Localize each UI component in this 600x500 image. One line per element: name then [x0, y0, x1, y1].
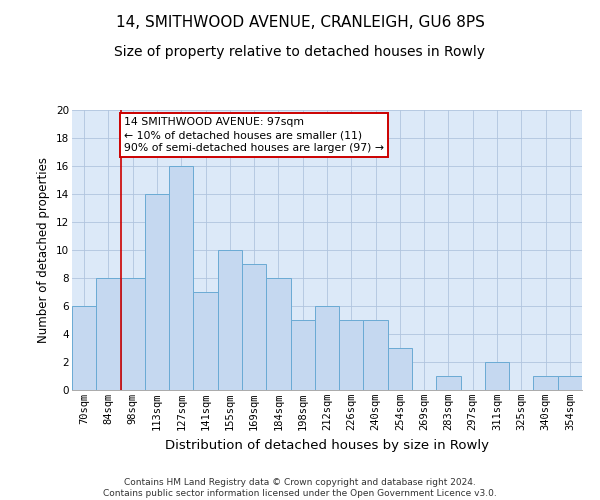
- Text: 14 SMITHWOOD AVENUE: 97sqm
← 10% of detached houses are smaller (11)
90% of semi: 14 SMITHWOOD AVENUE: 97sqm ← 10% of deta…: [124, 117, 384, 154]
- Y-axis label: Number of detached properties: Number of detached properties: [37, 157, 50, 343]
- X-axis label: Distribution of detached houses by size in Rowly: Distribution of detached houses by size …: [165, 438, 489, 452]
- Text: Size of property relative to detached houses in Rowly: Size of property relative to detached ho…: [115, 45, 485, 59]
- Text: 14, SMITHWOOD AVENUE, CRANLEIGH, GU6 8PS: 14, SMITHWOOD AVENUE, CRANLEIGH, GU6 8PS: [116, 15, 484, 30]
- Bar: [145, 194, 169, 390]
- Bar: [315, 306, 339, 390]
- Bar: [339, 320, 364, 390]
- Bar: [218, 250, 242, 390]
- Bar: [266, 278, 290, 390]
- Bar: [72, 306, 96, 390]
- Bar: [436, 376, 461, 390]
- Bar: [193, 292, 218, 390]
- Bar: [558, 376, 582, 390]
- Bar: [242, 264, 266, 390]
- Bar: [290, 320, 315, 390]
- Bar: [364, 320, 388, 390]
- Bar: [169, 166, 193, 390]
- Bar: [121, 278, 145, 390]
- Bar: [533, 376, 558, 390]
- Bar: [388, 348, 412, 390]
- Text: Contains HM Land Registry data © Crown copyright and database right 2024.
Contai: Contains HM Land Registry data © Crown c…: [103, 478, 497, 498]
- Bar: [96, 278, 121, 390]
- Bar: [485, 362, 509, 390]
